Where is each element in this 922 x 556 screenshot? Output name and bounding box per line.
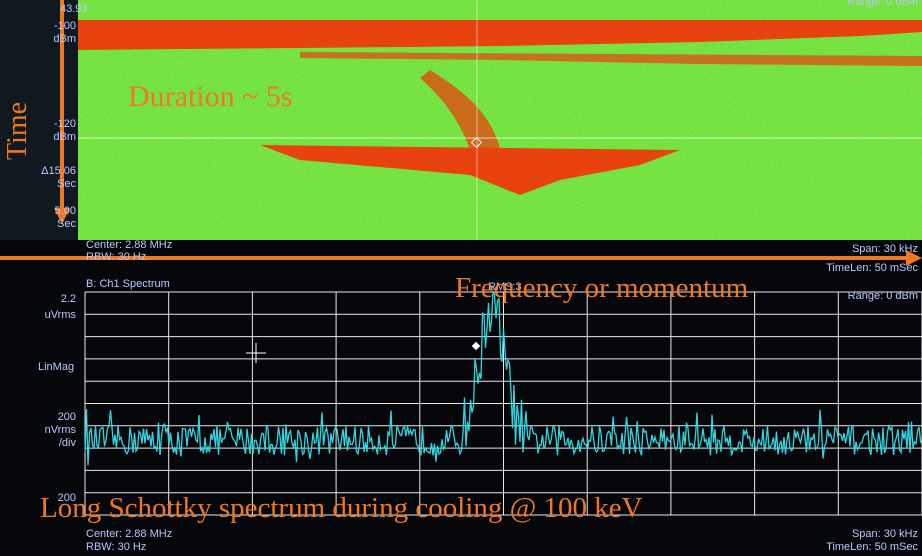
waterfall-label: 5.00	[54, 205, 76, 217]
waterfall-label: Sec	[57, 178, 76, 190]
streak	[300, 52, 922, 66]
annotation-time: Time	[2, 101, 33, 160]
waterfall-label: -100	[53, 20, 76, 32]
spectrum-grid	[84, 291, 922, 516]
spectrum-label: 200	[57, 492, 76, 504]
arrow-head	[906, 250, 922, 266]
spectrum-range: Range: 0 dBm	[847, 290, 918, 302]
waterfall-span: Span: 30 kHz	[851, 243, 918, 255]
waterfall-top: 43.93	[60, 3, 88, 15]
waterfall-timelen: TimeLen: 50 mSec	[826, 262, 918, 274]
waterfall-label: dBm	[53, 131, 76, 143]
spectrum-label: uVrms	[44, 309, 76, 321]
streak	[260, 145, 680, 195]
spectrum-label: LinMag	[38, 361, 75, 373]
waterfall-label: dBm	[53, 33, 76, 45]
annotation-duration: Duration ~ 5s	[128, 80, 293, 113]
annotation-caption: Long Schottky spectrum during cooling @ …	[40, 492, 643, 524]
waterfall-label: Δ15.06	[41, 165, 76, 177]
streak	[78, 20, 922, 50]
spectrum-timelen: TimeLen: 50 mSec	[826, 541, 918, 553]
streak	[420, 70, 500, 150]
spectrum-label: 200	[57, 411, 76, 423]
waterfall-range: Range: 0 dBm	[847, 0, 918, 8]
spectrum-title: B: Ch1 Spectrum	[86, 278, 170, 290]
spectrum-rbw: RBW: 30 Hz	[86, 541, 147, 553]
waterfall-label: Sec	[57, 218, 76, 230]
annotation-frequency: Frequency or momentum	[455, 272, 749, 304]
waterfall-center: Center: 2.88 MHz	[86, 239, 173, 251]
arrow-head	[54, 208, 70, 224]
marker	[471, 341, 481, 351]
waterfall-label: -120	[53, 118, 76, 130]
spectrum-span: Span: 30 kHz	[851, 528, 918, 540]
spectrum-center: Center: 2.88 MHz	[86, 528, 173, 540]
spectrum-trace	[84, 289, 922, 466]
marker	[470, 136, 483, 149]
spectrum-rms: RMS:3	[488, 281, 522, 293]
spectrum-label: /div	[58, 437, 76, 449]
spectrum-label: 2.2	[60, 293, 76, 305]
waterfall-rbw: RBW: 30 Hz	[86, 251, 147, 263]
spectrum-label: nVrms	[44, 424, 76, 436]
